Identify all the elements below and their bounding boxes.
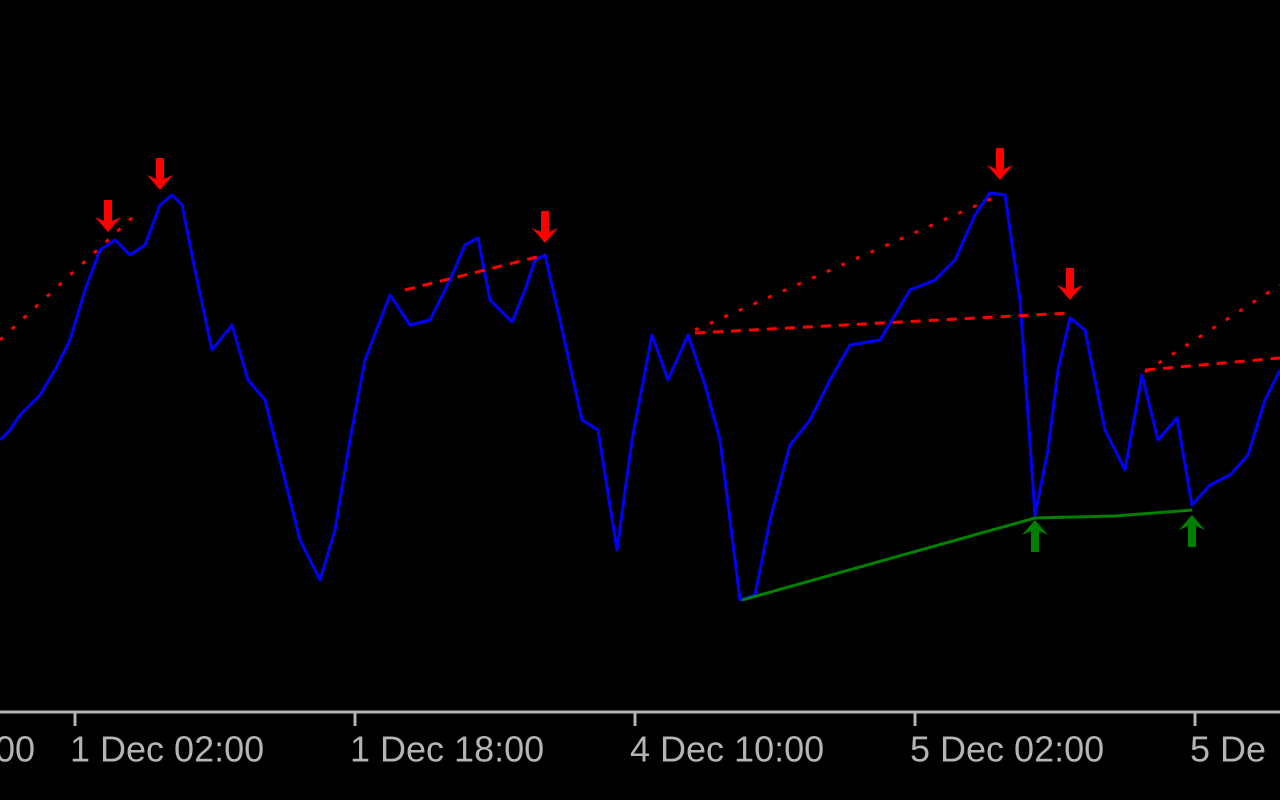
signal-arrow [532,211,558,243]
x-tick-label: 1 Dec 18:00 [350,729,544,770]
level-line [1144,283,1280,374]
line-series [0,191,1280,602]
x-tick-label: 1 Dec 02:00 [70,729,264,770]
plot-area [0,148,1280,602]
signal-arrow [1022,520,1048,552]
x-tick-label: 5 Dec 02:00 [910,729,1104,770]
level-line [0,213,137,342]
line-series [741,508,1193,602]
signal-arrow [1179,515,1205,547]
signal-arrow [147,158,173,190]
signal-arrow [1057,268,1083,300]
x-axis-labels: 00 1 Dec 02:00 1 Dec 18:00 4 Dec 10:00 5 Dec… [0,712,1266,770]
signal-arrow [987,148,1013,180]
x-tick-label: 00 [0,729,35,770]
signal-arrow [95,200,121,232]
x-tick-label: 5 De [1190,729,1266,770]
level-line [1144,356,1280,372]
level-line [694,311,1071,335]
level-line [404,253,546,292]
x-tick-label: 4 Dec 10:00 [630,729,824,770]
